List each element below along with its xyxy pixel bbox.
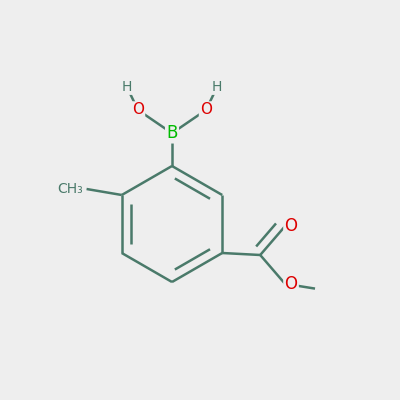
Text: O: O xyxy=(132,102,144,118)
Text: B: B xyxy=(166,124,178,142)
Text: O: O xyxy=(200,102,212,118)
Text: O: O xyxy=(284,275,298,293)
Text: O: O xyxy=(284,217,298,235)
Text: H: H xyxy=(122,80,132,94)
Text: CH₃: CH₃ xyxy=(57,182,82,196)
Text: H: H xyxy=(212,80,222,94)
